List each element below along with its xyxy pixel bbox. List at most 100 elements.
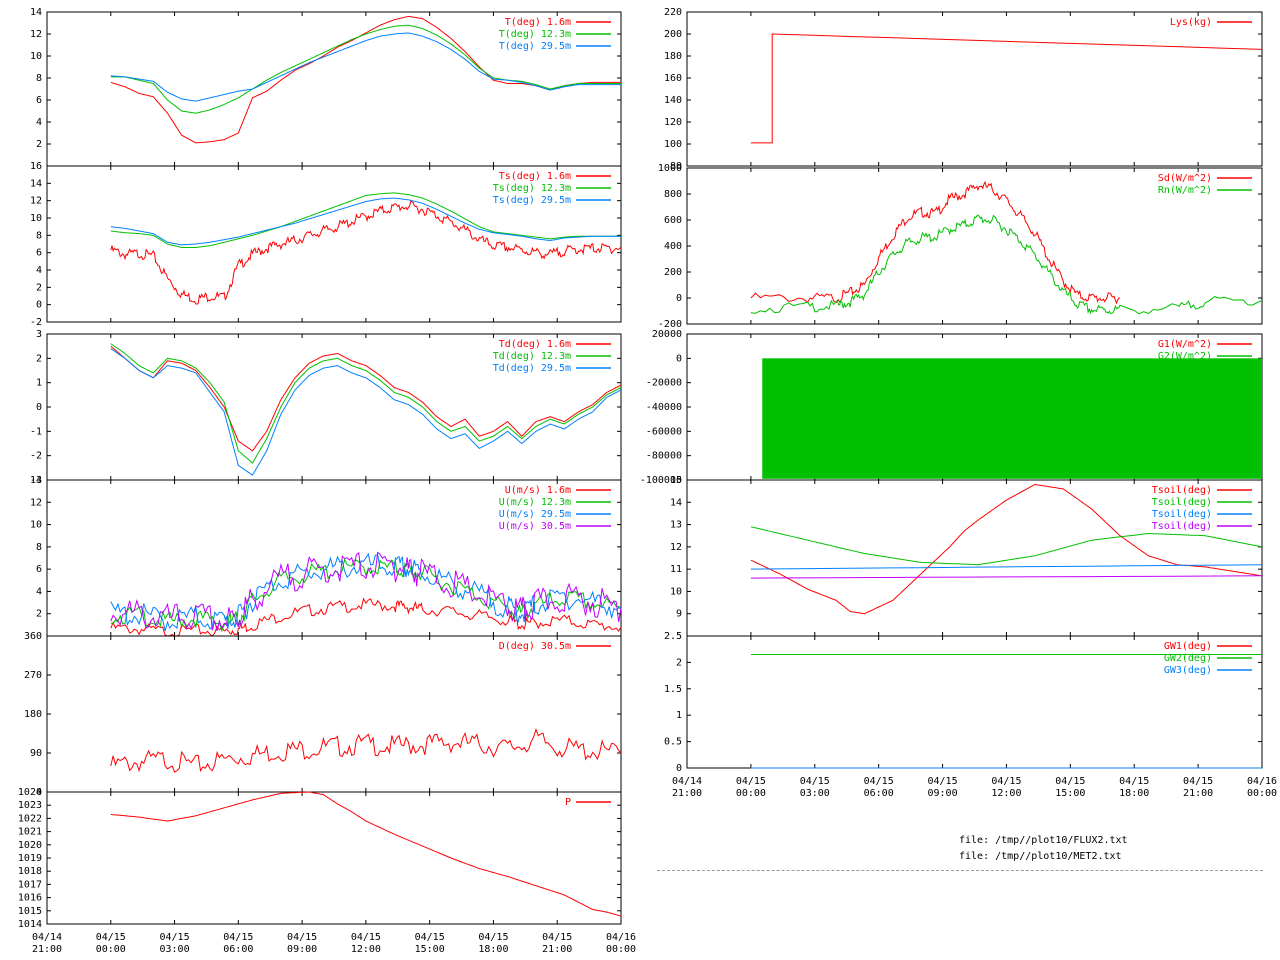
legend-label: U(m/s) 1.6m [505, 485, 571, 496]
x-tick-label: 21:00 [1183, 788, 1213, 799]
y-tick-label: 2 [36, 609, 42, 620]
series-line-td-0 [110, 345, 622, 452]
legend-label: D(deg) 30.5m [499, 641, 571, 652]
legend-label: Ts(deg) 1.6m [499, 171, 571, 182]
x-tick-label: 00:00 [96, 944, 126, 955]
x-tick-label: 04/15 [736, 776, 766, 787]
y-tick-label: 220 [664, 7, 682, 18]
legend-label: Tsoil(deg) [1152, 485, 1212, 496]
legend-label: Td(deg) 12.3m [493, 351, 571, 362]
x-tick-label: 04/15 [991, 776, 1021, 787]
x-tick-label: 04/15 [351, 932, 381, 943]
legend-label: Tsoil(deg) [1152, 509, 1212, 520]
x-tick-label: 12:00 [991, 788, 1021, 799]
y-tick-label: 600 [664, 215, 682, 226]
y-tick-label: 10 [30, 213, 42, 224]
x-tick-label: 04/15 [928, 776, 958, 787]
y-tick-label: 2.5 [664, 631, 682, 642]
y-tick-label: 11 [670, 564, 682, 575]
legend-label: U(m/s) 12.3m [499, 497, 571, 508]
x-tick-label: 04/15 [415, 932, 445, 943]
y-tick-label: 14 [670, 497, 682, 508]
y-tick-label: 1022 [18, 813, 42, 824]
y-tick-label: 270 [24, 670, 42, 681]
y-tick-label: 80 [670, 161, 682, 172]
series-line-ts-0 [110, 200, 622, 305]
x-tick-label: 18:00 [478, 944, 508, 955]
y-tick-label: 0 [676, 293, 682, 304]
y-tick-label: 0 [36, 300, 42, 311]
y-tick-label: 2 [36, 353, 42, 364]
file-label: file: /tmp//plot10/FLUX2.txt [959, 835, 1128, 846]
x-tick-label: 04/15 [800, 776, 830, 787]
x-tick-label: 03:00 [160, 944, 190, 955]
y-tick-label: 14 [30, 7, 42, 18]
y-tick-label: 6 [36, 564, 42, 575]
series-line-tsoil-2 [750, 564, 1263, 570]
legend-label: Lys(kg) [1170, 17, 1212, 28]
legend-label: U(m/s) 29.5m [499, 509, 571, 520]
y-tick-label: 8 [36, 230, 42, 241]
y-tick-label: 12 [30, 29, 42, 40]
y-tick-label: 13 [670, 520, 682, 531]
file-list: file: /tmp//plot10/FLUX2.txt file: /tmp/… [959, 833, 1128, 865]
x-tick-label: 12:00 [351, 944, 381, 955]
y-tick-label: 1014 [18, 919, 42, 930]
x-tick-label: 15:00 [415, 944, 445, 955]
x-tick-label: 00:00 [736, 788, 766, 799]
legend-label: Tsoil(deg) [1152, 497, 1212, 508]
y-tick-label: 140 [664, 95, 682, 106]
y-tick-label: -2 [30, 317, 42, 328]
x-tick-label: 03:00 [800, 788, 830, 799]
y-tick-label: 6 [36, 248, 42, 259]
y-tick-label: -40000 [646, 402, 682, 413]
legend-label: GW1(deg) [1164, 641, 1212, 652]
series-line-td-1 [110, 343, 622, 464]
x-tick-label: 04/14 [672, 776, 702, 787]
series-line-ts-2 [110, 197, 621, 246]
legend-label: T(deg) 12.3m [499, 29, 571, 40]
y-tick-label: 1015 [18, 906, 42, 917]
legend-label: P [565, 797, 571, 808]
y-tick-label: 10 [30, 51, 42, 62]
legend-label: Rn(W/m^2) [1158, 185, 1212, 196]
series-line-tsoil-1 [750, 526, 1263, 566]
x-tick-label: 04/15 [1119, 776, 1149, 787]
y-tick-label: -200 [658, 319, 682, 330]
series-line-sd-1 [750, 214, 1263, 315]
legend-label: T(deg) 1.6m [505, 17, 571, 28]
x-tick-label: 04/15 [96, 932, 126, 943]
y-tick-label: -20000 [646, 378, 682, 389]
legend-label: G1(W/m^2) [1158, 339, 1212, 350]
y-tick-label: 1000 [658, 163, 682, 174]
y-tick-label: 1 [36, 378, 42, 389]
y-tick-label: -60000 [646, 426, 682, 437]
legend-label: GW2(deg) [1164, 653, 1212, 664]
y-tick-label: -3 [30, 475, 42, 486]
y-tick-label: 12 [670, 542, 682, 553]
y-tick-label: 1018 [18, 866, 42, 877]
y-tick-label: 1020 [18, 840, 42, 851]
y-tick-label: 9 [676, 609, 682, 620]
series-line-u-1 [110, 558, 622, 633]
y-tick-label: 4 [36, 265, 42, 276]
y-tick-label: -100000 [640, 475, 682, 486]
y-tick-label: 2 [676, 657, 682, 668]
y-tick-label: 0 [676, 763, 682, 774]
series-line-tsoil-0 [750, 483, 1263, 615]
x-tick-label: 09:00 [287, 944, 317, 955]
legend-label: Ts(deg) 12.3m [493, 183, 571, 194]
x-tick-label: 04/15 [1055, 776, 1085, 787]
x-tick-label: 04/15 [864, 776, 894, 787]
plot-frame [46, 791, 622, 925]
separator-line [657, 870, 1263, 871]
y-tick-label: 8 [36, 73, 42, 84]
legend-label: Sd(W/m^2) [1158, 173, 1212, 184]
y-tick-label: 800 [664, 189, 682, 200]
series-line-tsoil-3 [750, 575, 1263, 579]
y-tick-label: 1019 [18, 853, 42, 864]
x-tick-label: 15:00 [1055, 788, 1085, 799]
y-tick-label: 0 [676, 353, 682, 364]
series-line-ts-1 [110, 192, 621, 248]
